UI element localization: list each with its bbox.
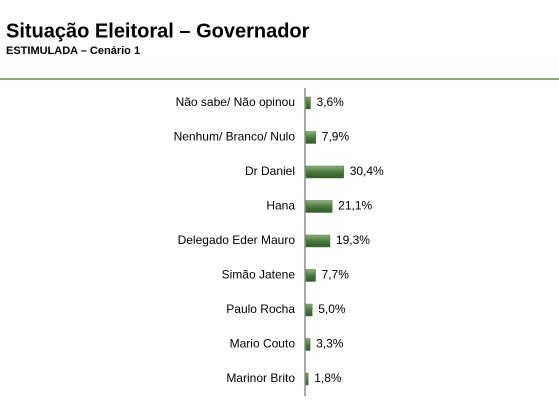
category-label: Hana [266,199,295,213]
bar [305,303,313,317]
bar [305,165,344,179]
value-label: 30,4% [350,164,384,178]
bar [305,96,311,110]
chart-subtitle: ESTIMULADA – Cenário 1 [6,45,140,57]
value-label: 21,1% [338,199,372,213]
category-label: Simão Jatene [222,268,296,282]
value-label: 3,6% [316,95,344,109]
bar [305,269,316,282]
bar [305,131,317,144]
value-label: 5,0% [318,302,346,316]
value-label: 7,7% [322,268,350,282]
category-label: Delegado Eder Mauro [178,233,296,247]
value-label: 19,3% [336,233,370,247]
bar [305,372,309,386]
bar [305,200,333,213]
category-label: Dr Daniel [245,164,295,178]
value-label: 7,9% [322,130,350,144]
bar [305,234,331,248]
category-label: Paulo Rocha [226,302,295,316]
chart-title: Situação Eleitoral – Governador [6,20,310,42]
value-label: 3,3% [316,337,344,351]
category-label: Mario Couto [230,337,296,351]
category-label: Não sabe/ Não opinou [176,95,295,109]
value-label: 1,8% [314,371,342,385]
bar [305,338,311,351]
category-label: Nenhum/ Branco/ Nulo [174,130,296,144]
category-label: Marinor Brito [226,371,295,385]
